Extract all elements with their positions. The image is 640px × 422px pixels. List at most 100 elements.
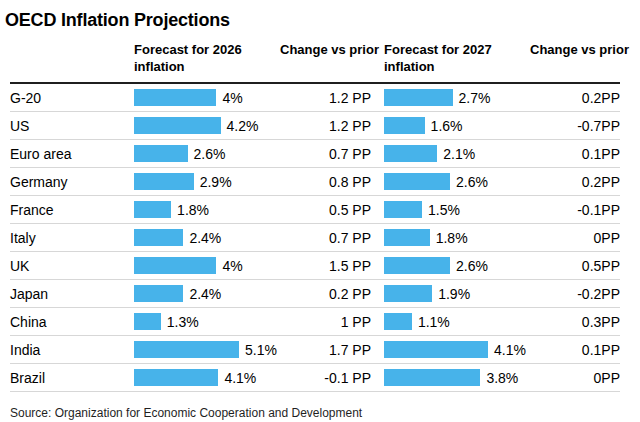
bar-value-2027: 2.1% xyxy=(443,146,475,162)
header-forecast-2026: Forecast for 2026 inflation xyxy=(134,41,280,75)
change-2026: 0.7 PP xyxy=(280,230,371,246)
inflation-bar-2027 xyxy=(384,173,450,190)
country-label: India xyxy=(10,342,134,358)
country-label: Germany xyxy=(10,174,134,190)
bar-value-2027: 4.1% xyxy=(494,342,526,358)
change-2026: 1.2 PP xyxy=(280,90,371,106)
inflation-bar-2027 xyxy=(384,257,450,274)
inflation-bar-2027 xyxy=(384,201,422,218)
change-2026: 1.5 PP xyxy=(280,258,371,274)
chart-title: OECD Inflation Projections xyxy=(5,10,620,31)
bar-cell-2026: 1.3% xyxy=(134,313,280,330)
table-row: UK4%1.5 PP2.6%0.5PP xyxy=(10,252,620,280)
bar-value-2026: 2.9% xyxy=(200,174,232,190)
header-change-2027: Change vs prior xyxy=(530,41,620,58)
bar-cell-2026: 2.9% xyxy=(134,173,280,190)
table-body: G-204%1.2 PP2.7%0.2PPUS4.2%1.2 PP1.6%-0.… xyxy=(10,84,620,392)
bar-cell-2027: 1.6% xyxy=(384,117,530,134)
source-note: Source: Organization for Economic Cooper… xyxy=(10,406,620,420)
country-label: UK xyxy=(10,258,134,274)
bar-value-2026: 1.8% xyxy=(177,202,209,218)
bar-cell-2027: 2.6% xyxy=(384,257,530,274)
change-2026: 1.2 PP xyxy=(280,118,371,134)
change-2027: 0.2PP xyxy=(530,174,620,190)
inflation-bar-2027 xyxy=(384,285,432,302)
inflation-bar-2027 xyxy=(384,369,480,386)
change-2026: 0.2 PP xyxy=(280,286,371,302)
change-2027: -0.7PP xyxy=(530,118,620,134)
bar-cell-2026: 1.8% xyxy=(134,201,280,218)
inflation-bar-2026 xyxy=(134,257,216,274)
chart-container: OECD Inflation Projections Forecast for … xyxy=(0,0,640,420)
bar-value-2026: 1.3% xyxy=(167,314,199,330)
bar-value-2026: 2.4% xyxy=(189,230,221,246)
bar-value-2026: 4% xyxy=(222,258,242,274)
change-2026: -0.1 PP xyxy=(280,370,371,386)
table-row: Japan 2.4% 0.2 PP 1.9%-0.2PP xyxy=(10,280,620,308)
bar-value-2026: 4.1% xyxy=(224,370,256,386)
change-2027: 0.3PP xyxy=(530,314,620,330)
bar-cell-2027: 4.1% xyxy=(384,341,530,358)
bar-cell-2026: 4% xyxy=(134,257,280,274)
bar-cell-2026: 4% xyxy=(134,89,280,106)
header-change-2026: Change vs prior xyxy=(280,41,371,58)
bar-value-2027: 1.5% xyxy=(428,202,460,218)
table-row: G-20 4% 1.2 PP 2.7% 0.2PP xyxy=(10,84,620,112)
change-2026: 0.7 PP xyxy=(280,146,371,162)
bar-cell-2026: 5.1% xyxy=(134,341,280,358)
bar-cell-2026: 2.4% xyxy=(134,285,280,302)
bar-cell-2027: 1.8% xyxy=(384,229,530,246)
inflation-bar-2027 xyxy=(384,89,453,106)
country-label: Euro area xyxy=(10,146,134,162)
bar-cell-2026: 2.4% xyxy=(134,229,280,246)
table-row: Germany 2.9% 0.8 PP 2.6%0.2PP xyxy=(10,168,620,196)
inflation-bar-2026 xyxy=(134,369,218,386)
change-2026: 1 PP xyxy=(280,314,371,330)
inflation-bar-2026 xyxy=(134,89,216,106)
inflation-bar-2027 xyxy=(384,229,430,246)
bar-cell-2027: 3.8% xyxy=(384,369,530,386)
bar-cell-2027: 2.6% xyxy=(384,173,530,190)
country-label: Italy xyxy=(10,230,134,246)
change-2026: 0.8 PP xyxy=(280,174,371,190)
country-label: US xyxy=(10,118,134,134)
inflation-bar-2027 xyxy=(384,145,437,162)
table-header: Forecast for 2026 inflation Change vs pr… xyxy=(10,39,620,84)
table-row: India 5.1%1.7 PP 4.1%0.1PP xyxy=(10,336,620,364)
table-row: Brazil4.1%-0.1 PP3.8%0PP xyxy=(10,364,620,392)
change-2027: 0PP xyxy=(530,230,620,246)
table-row: Euro area2.6%0.7 PP2.1%0.1PP xyxy=(10,140,620,168)
bar-cell-2027: 2.1% xyxy=(384,145,530,162)
change-2027: -0.2PP xyxy=(530,286,620,302)
change-2026: 1.7 PP xyxy=(280,342,371,358)
bar-value-2026: 5.1% xyxy=(245,342,277,358)
country-label: Japan xyxy=(10,286,134,302)
inflation-bar-2026 xyxy=(134,145,188,162)
inflation-bar-2027 xyxy=(384,117,425,134)
country-label: China xyxy=(10,314,134,330)
bar-cell-2027: 1.9% xyxy=(384,285,530,302)
bar-cell-2026: 4.1% xyxy=(134,369,280,386)
bar-value-2026: 2.4% xyxy=(189,286,221,302)
change-2027: 0.1PP xyxy=(530,342,620,358)
bar-value-2027: 1.8% xyxy=(436,230,468,246)
bar-value-2027: 3.8% xyxy=(486,370,518,386)
inflation-bar-2026 xyxy=(134,229,183,246)
table-row: China 1.3% 1 PP 1.1% 0.3PP xyxy=(10,308,620,336)
inflation-bar-2026 xyxy=(134,313,161,330)
inflation-bar-2027 xyxy=(384,313,412,330)
bar-cell-2027: 1.5% xyxy=(384,201,530,218)
bar-value-2027: 1.1% xyxy=(418,314,450,330)
bar-value-2026: 4% xyxy=(222,90,242,106)
bar-value-2027: 2.7% xyxy=(459,90,491,106)
table-row: US 4.2% 1.2 PP 1.6%-0.7PP xyxy=(10,112,620,140)
change-2027: 0.2PP xyxy=(530,90,620,106)
bar-value-2026: 2.6% xyxy=(194,146,226,162)
bar-cell-2026: 2.6% xyxy=(134,145,280,162)
change-2027: -0.1PP xyxy=(530,202,620,218)
inflation-bar-2026 xyxy=(134,341,239,358)
inflation-bar-2027 xyxy=(384,341,488,358)
country-label: G-20 xyxy=(10,90,134,106)
inflation-bar-2026 xyxy=(134,201,171,218)
bar-value-2026: 4.2% xyxy=(227,118,259,134)
